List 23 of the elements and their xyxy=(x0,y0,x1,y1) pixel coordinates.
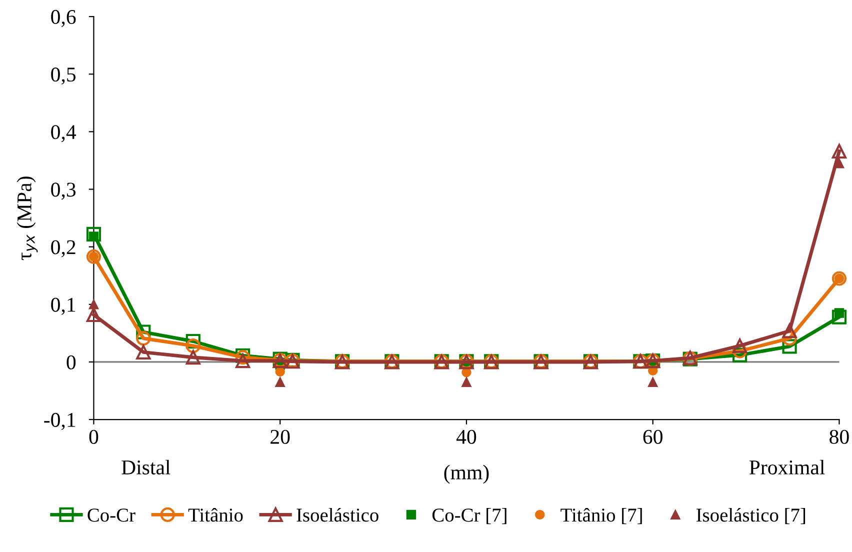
x-tick-label: 80 xyxy=(830,430,849,444)
legend-label: Titânio [7] xyxy=(560,508,642,524)
text: Distal xyxy=(122,460,170,474)
y-tick-label: 0 xyxy=(66,355,76,370)
y-axis-title: τ$_{yx}$ (MPa) xyxy=(16,176,38,260)
x-tick-label: 20 xyxy=(270,430,290,444)
legend-label: Titânio xyxy=(188,508,243,522)
legend-label: Isoelástico xyxy=(296,508,378,522)
y-tick-label: 0,4 xyxy=(51,125,76,142)
x-tick-label: 0 xyxy=(89,430,98,444)
x-axis-title: (mm) xyxy=(444,464,489,484)
legend-label: Co-Cr xyxy=(88,508,136,522)
y-tick-label: 0,2 xyxy=(51,240,76,258)
x-tick-label: 60 xyxy=(643,430,662,444)
legend-label: Co-Cr [7] xyxy=(432,508,506,524)
y-tick-label: 0,6 xyxy=(51,10,76,27)
y-tick-label: 0,1 xyxy=(51,298,76,315)
text: Proximal xyxy=(749,460,825,474)
y-tick-label: 0,3 xyxy=(51,182,76,200)
x-tick-label: 40 xyxy=(456,430,476,444)
legend-label: Isoelástico [7] xyxy=(696,508,806,524)
y-tick-label: -0,1 xyxy=(44,412,76,430)
y-tick-label: 0,5 xyxy=(51,68,76,85)
